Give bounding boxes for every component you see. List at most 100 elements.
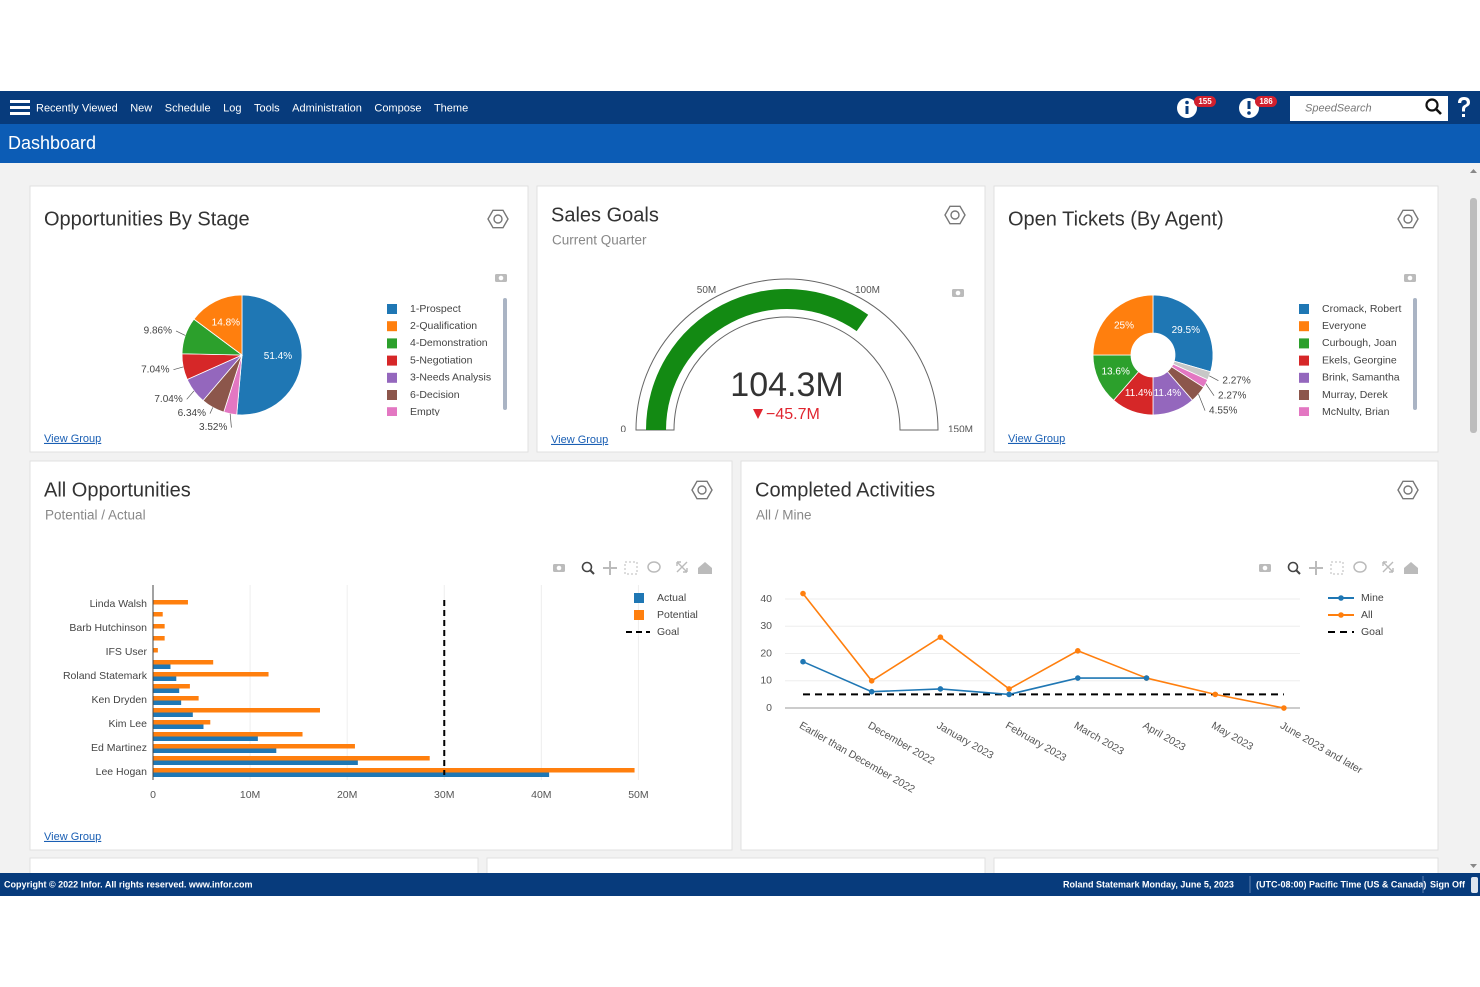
legend-label[interactable]: Goal (1361, 626, 1383, 638)
legend-label[interactable]: Brink, Samantha (1322, 372, 1400, 384)
home-icon (1404, 562, 1418, 574)
footer-user: Roland Statemark (1063, 879, 1141, 889)
legend-label[interactable]: 1-Prospect (410, 303, 461, 315)
slice-label: 4.55% (1209, 405, 1237, 416)
page-title: Dashboard (8, 133, 96, 153)
settings-icon[interactable] (944, 205, 966, 225)
menu-icon-bar (10, 112, 30, 115)
legend-label[interactable]: 2-Qualification (410, 320, 477, 332)
camera-lens (955, 290, 961, 296)
footer-handle (1471, 877, 1478, 893)
help-icon[interactable] (1458, 97, 1470, 117)
zoom-icon (1295, 569, 1301, 575)
y-tick-label: Lee Hogan (96, 766, 148, 778)
menu-icon-bar (10, 106, 30, 109)
alert-icon[interactable] (1239, 98, 1259, 118)
settings-icon-outline (691, 480, 713, 500)
view-group-link[interactable]: View Group (551, 434, 608, 446)
legend-label[interactable]: Everyone (1322, 320, 1367, 332)
camera-icon[interactable] (495, 274, 507, 282)
legend-scrollbar[interactable] (503, 298, 507, 410)
legend-label[interactable]: McNulty, Brian (1322, 406, 1390, 418)
nav-item[interactable]: Compose (374, 102, 421, 114)
nav-item[interactable]: Tools (254, 102, 280, 114)
settings-icon[interactable] (487, 209, 509, 229)
legend-label[interactable]: Ekels, Georgine (1322, 354, 1397, 366)
legend-label[interactable]: Cromack, Robert (1322, 303, 1401, 315)
legend-label[interactable]: 6-Decision (410, 389, 460, 401)
view-group-link[interactable]: View Group (44, 831, 101, 843)
settings-icon[interactable] (1397, 480, 1419, 500)
legend-label[interactable]: Empty (410, 406, 441, 418)
settings-icon-outline (1397, 480, 1419, 500)
legend-label[interactable]: Actual (657, 592, 686, 604)
legend-swatch (387, 321, 397, 332)
legend-label[interactable]: All (1361, 609, 1373, 621)
menu-icon[interactable] (10, 100, 30, 115)
legend-label[interactable]: 3-Needs Analysis (410, 372, 491, 384)
camera-icon[interactable] (952, 289, 964, 297)
nav-item[interactable]: Recently Viewed (36, 102, 118, 114)
lasso-icon (1353, 561, 1367, 573)
widget-title: Completed Activities (755, 479, 935, 501)
view-group-link[interactable]: View Group (44, 433, 101, 445)
settings-icon-center (950, 210, 960, 220)
legend-swatch (634, 610, 644, 620)
label-leader (209, 407, 214, 414)
legend-swatch (387, 407, 397, 416)
camera-icon[interactable] (1259, 564, 1271, 572)
footer-copyright: Copyright © 2022 Infor. All rights reser… (4, 879, 253, 889)
settings-icon[interactable] (691, 480, 713, 500)
legend-label[interactable]: Curbough, Joan (1322, 337, 1397, 349)
legend-label[interactable]: 4-Demonstration (410, 337, 488, 349)
data-point (1006, 691, 1012, 698)
settings-icon-center (697, 485, 707, 495)
nav-item[interactable]: New (130, 102, 152, 114)
view-group-link[interactable]: View Group (1008, 433, 1065, 445)
legend-label[interactable]: Murray, Derek (1322, 389, 1388, 401)
pie-area: 51.4% 3.52% 6.34% 7.04% 7.04% 9.86% 14.8% (141, 294, 303, 433)
pan-icon (1309, 561, 1323, 575)
label-leader (186, 390, 195, 400)
search-icon[interactable] (1425, 98, 1442, 115)
settings-icon[interactable] (1397, 209, 1419, 229)
bar (153, 720, 211, 725)
legend-label[interactable]: 5-Negotiation (410, 354, 473, 366)
nav-item[interactable]: Log (223, 102, 241, 114)
sign-off[interactable]: Sign Off (1430, 879, 1466, 889)
bar (153, 712, 193, 717)
nav-item[interactable]: Theme (434, 102, 468, 114)
plot-toolbar[interactable] (1287, 561, 1419, 575)
series-line (802, 593, 1285, 709)
data-point (868, 688, 875, 695)
legend-label[interactable]: Potential (657, 609, 698, 621)
legend-scrollbar[interactable] (1413, 298, 1417, 410)
nav-item[interactable]: Schedule (165, 102, 211, 114)
search-box[interactable] (1290, 96, 1448, 121)
bar (153, 688, 180, 693)
scrollbar-thumb[interactable] (1470, 198, 1477, 433)
slice-label: 11.4% (1154, 388, 1182, 399)
widget-title: Sales Goals (551, 204, 659, 226)
select-icon (1330, 561, 1344, 575)
slice (1092, 294, 1154, 356)
camera-icon[interactable] (553, 564, 565, 572)
nav-item[interactable]: Administration (292, 102, 362, 114)
y-tick-label: Ed Martinez (91, 742, 147, 754)
legend-label[interactable]: Mine (1361, 592, 1384, 604)
legend-label[interactable]: Goal (657, 626, 679, 638)
gauge-tick-label: 50M (697, 285, 716, 296)
y-tick-label: 0 (766, 702, 772, 714)
bar (153, 612, 163, 617)
alert-icon-glyph (1247, 111, 1251, 115)
data-point (1006, 686, 1012, 692)
gauge-bar (646, 289, 869, 430)
info-icon[interactable] (1177, 98, 1197, 118)
footer-bar (0, 873, 1480, 896)
plot-toolbar[interactable] (581, 561, 713, 575)
slice-label: 3.52% (199, 422, 227, 433)
widget-subtitle: All / Mine (756, 508, 812, 523)
settings-icon-outline (944, 205, 966, 225)
camera-icon[interactable] (1404, 274, 1416, 282)
